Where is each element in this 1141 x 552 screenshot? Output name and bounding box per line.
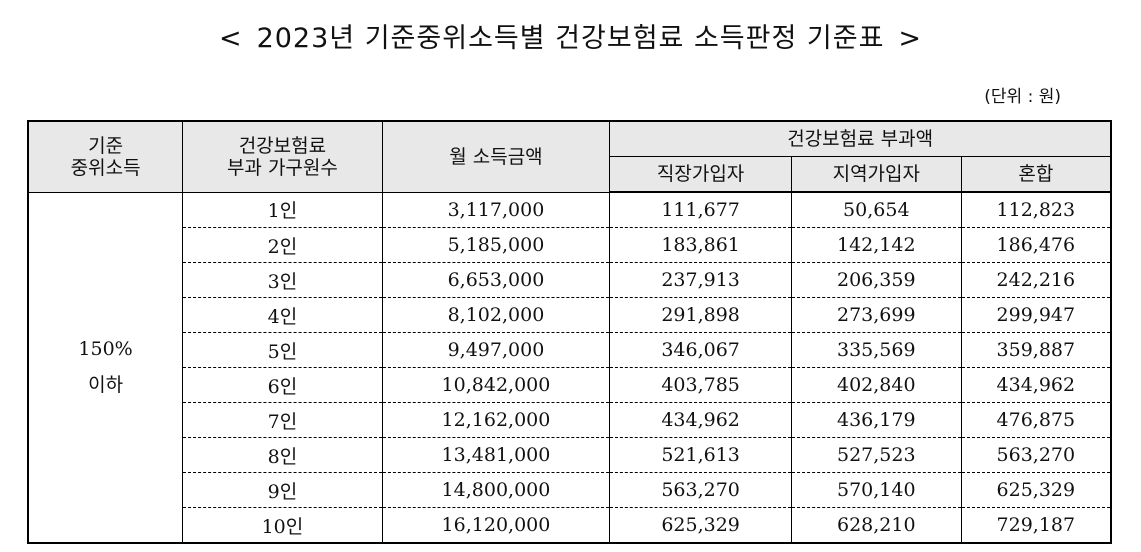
income-criteria-table: 기준 중위소득 건강보험료 부과 가구원수 월 소득금액 건강보험료 부과액 직…: [27, 120, 1112, 544]
table-row: 6인 10,842,000 403,785 402,840 434,962: [28, 367, 1112, 403]
header-median-income: 기준 중위소득: [27, 120, 184, 193]
regional-cell: 527,523: [790, 437, 962, 473]
table-row: 9인 14,800,000 563,270 570,140 625,329: [28, 472, 1112, 508]
regional-cell: 273,699: [790, 297, 962, 333]
mixed-cell: 434,962: [960, 367, 1112, 403]
household-cell: 7인: [182, 402, 383, 438]
table-row: 150% 이하 1인 3,117,000 111,677 50,654 112,…: [27, 191, 1112, 544]
group-qualifier: 이하: [88, 374, 124, 397]
header-median-line1: 기준: [88, 134, 124, 157]
header-household-line2: 부과 가구원수: [226, 156, 338, 179]
income-cell: 8,102,000: [381, 297, 611, 333]
table-row: 5인 9,497,000 346,067 335,569 359,887: [28, 332, 1112, 368]
income-cell: 9,497,000: [381, 332, 611, 368]
mixed-cell: 625,329: [960, 472, 1112, 508]
title-open-bracket: <: [218, 23, 243, 54]
header-household-line1: 건강보험료: [238, 134, 327, 157]
mixed-cell: 242,216: [960, 262, 1112, 298]
regional-cell: 50,654: [790, 191, 962, 228]
household-cell: 9인: [182, 472, 383, 508]
household-cell: 5인: [182, 332, 383, 368]
table-row: 2인 5,185,000 183,861 142,142 186,476: [28, 227, 1112, 263]
employee-cell: 521,613: [609, 437, 792, 473]
table-row: 4인 8,102,000 291,898 273,699 299,947: [28, 297, 1112, 333]
employee-cell: 346,067: [609, 332, 792, 368]
employee-cell: 403,785: [609, 367, 792, 403]
table-body: 150% 이하 1인 3,117,000 111,677 50,654 112,…: [27, 191, 1112, 544]
regional-cell: 142,142: [790, 227, 962, 263]
regional-cell: 436,179: [790, 402, 962, 438]
household-cell: 8인: [182, 437, 383, 473]
income-cell: 16,120,000: [381, 507, 611, 543]
income-cell: 13,481,000: [381, 437, 611, 473]
header-household-count: 건강보험료 부과 가구원수: [182, 120, 383, 193]
household-cell: 1인: [182, 191, 383, 228]
header-employee: 직장가입자: [609, 156, 792, 193]
header-mixed: 혼합: [960, 156, 1112, 193]
mixed-cell: 112,823: [960, 191, 1112, 228]
header-monthly-income: 월 소득금액: [381, 120, 611, 193]
mixed-cell: 476,875: [960, 402, 1112, 438]
mixed-cell: 299,947: [960, 297, 1112, 333]
table-row: 10인 16,120,000 625,329 628,210 729,187: [28, 507, 1112, 543]
mixed-cell: 359,887: [960, 332, 1112, 368]
page-title: <2023년 기준중위소득별 건강보험료 소득판정 기준표 >: [0, 16, 1141, 55]
income-cell: 6,653,000: [381, 262, 611, 298]
mixed-cell: 729,187: [960, 507, 1112, 543]
employee-cell: 625,329: [609, 507, 792, 543]
table-row: 3인 6,653,000 237,913 206,359 242,216: [28, 262, 1112, 298]
employee-cell: 183,861: [609, 227, 792, 263]
income-cell: 5,185,000: [381, 227, 611, 263]
employee-cell: 111,677: [609, 191, 792, 228]
mixed-cell: 563,270: [960, 437, 1112, 473]
employee-cell: 237,913: [609, 262, 792, 298]
household-cell: 3인: [182, 262, 383, 298]
income-cell: 10,842,000: [381, 367, 611, 403]
income-cell: 12,162,000: [381, 402, 611, 438]
household-cell: 4인: [182, 297, 383, 333]
table-row: 8인 13,481,000 521,613 527,523 563,270: [28, 437, 1112, 473]
regional-cell: 206,359: [790, 262, 962, 298]
title-text: 2023년 기준중위소득별 건강보험료 소득판정 기준표: [256, 23, 885, 54]
regional-cell: 570,140: [790, 472, 962, 508]
household-cell: 6인: [182, 367, 383, 403]
group-percent: 150%: [78, 338, 133, 361]
employee-cell: 434,962: [609, 402, 792, 438]
table-row: 7인 12,162,000 434,962 436,179 476,875: [28, 402, 1112, 438]
household-cell: 2인: [182, 227, 383, 263]
income-cell: 14,800,000: [381, 472, 611, 508]
income-cell: 3,117,000: [381, 191, 611, 228]
mixed-cell: 186,476: [960, 227, 1112, 263]
household-cell: 10인: [182, 507, 383, 543]
regional-cell: 628,210: [790, 507, 962, 543]
header-premium-group: 건강보험료 부과액: [609, 120, 1112, 157]
median-income-group-cell: 150% 이하: [27, 191, 184, 544]
title-close-bracket: >: [898, 23, 923, 54]
regional-cell: 335,569: [790, 332, 962, 368]
unit-label: (단위 : 원): [984, 87, 1061, 107]
header-median-line2: 중위소득: [70, 156, 141, 179]
header-regional: 지역가입자: [790, 156, 962, 193]
employee-cell: 291,898: [609, 297, 792, 333]
regional-cell: 402,840: [790, 367, 962, 403]
employee-cell: 563,270: [609, 472, 792, 508]
